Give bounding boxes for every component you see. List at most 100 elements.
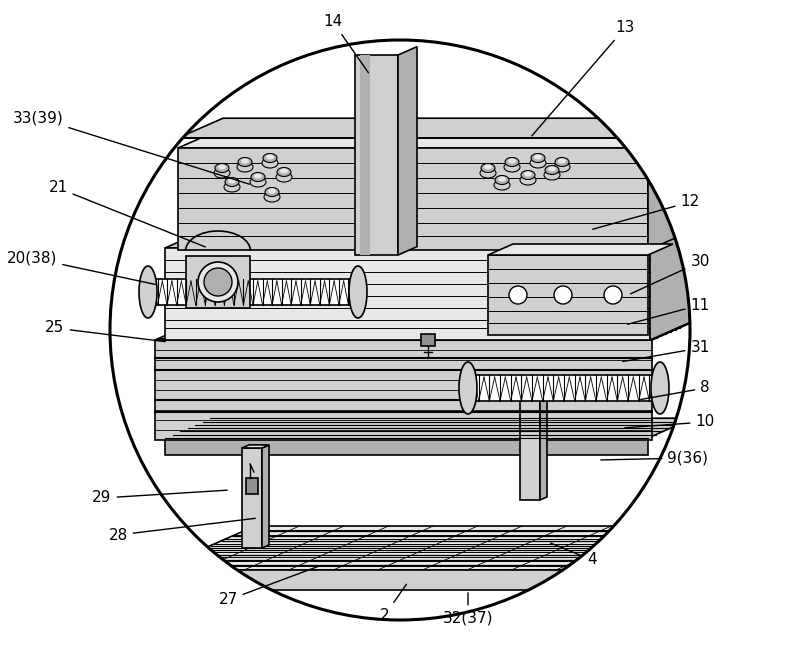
- Circle shape: [204, 268, 232, 296]
- Text: 4: 4: [550, 543, 597, 568]
- Bar: [148, 279, 358, 305]
- Bar: [360, 55, 370, 255]
- Polygon shape: [155, 340, 652, 440]
- Ellipse shape: [265, 187, 279, 197]
- Text: 28: 28: [108, 518, 255, 543]
- Ellipse shape: [241, 158, 249, 164]
- Ellipse shape: [349, 266, 367, 318]
- Polygon shape: [262, 445, 269, 548]
- Polygon shape: [155, 321, 694, 340]
- Ellipse shape: [545, 166, 559, 174]
- Polygon shape: [178, 118, 693, 138]
- Polygon shape: [165, 438, 648, 455]
- Ellipse shape: [531, 154, 545, 162]
- Polygon shape: [398, 47, 417, 255]
- Ellipse shape: [484, 164, 492, 170]
- Bar: [468, 375, 660, 401]
- Ellipse shape: [263, 154, 277, 162]
- Polygon shape: [165, 248, 650, 340]
- Ellipse shape: [224, 182, 240, 192]
- Circle shape: [198, 262, 238, 302]
- Polygon shape: [155, 526, 745, 570]
- Polygon shape: [246, 478, 258, 494]
- Ellipse shape: [139, 266, 157, 318]
- Text: 8: 8: [641, 381, 710, 399]
- Polygon shape: [242, 445, 269, 448]
- Ellipse shape: [544, 170, 560, 180]
- Text: 21: 21: [48, 180, 206, 247]
- Ellipse shape: [280, 168, 288, 174]
- Text: 14: 14: [323, 15, 369, 73]
- Ellipse shape: [254, 174, 262, 178]
- Polygon shape: [648, 128, 693, 250]
- Polygon shape: [355, 55, 398, 255]
- Ellipse shape: [555, 158, 569, 166]
- Circle shape: [554, 286, 572, 304]
- Text: 30: 30: [630, 255, 710, 294]
- Polygon shape: [178, 148, 648, 250]
- Ellipse shape: [505, 158, 519, 166]
- Ellipse shape: [214, 168, 230, 178]
- Polygon shape: [520, 397, 547, 400]
- Ellipse shape: [262, 158, 278, 168]
- Ellipse shape: [238, 158, 252, 166]
- Ellipse shape: [508, 158, 516, 164]
- Text: 20(38): 20(38): [7, 251, 155, 284]
- Ellipse shape: [250, 177, 266, 187]
- Text: 11: 11: [628, 298, 710, 324]
- Text: 31: 31: [622, 341, 710, 362]
- Polygon shape: [242, 448, 262, 548]
- Ellipse shape: [530, 158, 546, 168]
- Circle shape: [110, 40, 690, 620]
- Polygon shape: [488, 244, 673, 255]
- Polygon shape: [488, 255, 648, 335]
- Text: 9(36): 9(36): [601, 451, 709, 465]
- Ellipse shape: [495, 176, 509, 185]
- Polygon shape: [421, 334, 435, 346]
- Ellipse shape: [558, 158, 566, 164]
- Ellipse shape: [548, 166, 556, 172]
- Ellipse shape: [237, 162, 253, 172]
- Ellipse shape: [266, 154, 274, 160]
- Text: 2: 2: [380, 584, 406, 622]
- Text: 12: 12: [593, 195, 700, 229]
- Text: 13: 13: [532, 20, 634, 136]
- Ellipse shape: [524, 172, 532, 176]
- Ellipse shape: [277, 168, 291, 176]
- Polygon shape: [155, 570, 645, 590]
- Ellipse shape: [498, 176, 506, 182]
- Ellipse shape: [215, 164, 229, 172]
- Ellipse shape: [554, 162, 570, 172]
- Ellipse shape: [504, 162, 520, 172]
- Ellipse shape: [521, 170, 535, 180]
- Text: 27: 27: [218, 566, 319, 607]
- Ellipse shape: [228, 178, 236, 183]
- Polygon shape: [520, 400, 540, 500]
- Polygon shape: [645, 526, 745, 590]
- Ellipse shape: [251, 172, 265, 182]
- Text: 33(39): 33(39): [13, 110, 250, 184]
- Text: 10: 10: [625, 414, 714, 430]
- Ellipse shape: [264, 192, 280, 202]
- Ellipse shape: [268, 189, 276, 193]
- Text: 32(37): 32(37): [442, 593, 494, 626]
- Polygon shape: [650, 230, 690, 340]
- Ellipse shape: [494, 180, 510, 190]
- Ellipse shape: [480, 168, 496, 178]
- Polygon shape: [165, 230, 690, 248]
- Circle shape: [509, 286, 527, 304]
- Text: 29: 29: [92, 490, 227, 506]
- Polygon shape: [186, 256, 250, 308]
- Polygon shape: [165, 418, 693, 438]
- Ellipse shape: [534, 154, 542, 160]
- Polygon shape: [178, 128, 693, 148]
- Text: 25: 25: [46, 321, 166, 342]
- Ellipse shape: [481, 164, 495, 172]
- Ellipse shape: [276, 172, 292, 182]
- Ellipse shape: [225, 178, 239, 187]
- Circle shape: [604, 286, 622, 304]
- Ellipse shape: [520, 175, 536, 185]
- Ellipse shape: [459, 362, 477, 414]
- Polygon shape: [540, 397, 547, 500]
- Ellipse shape: [651, 362, 669, 414]
